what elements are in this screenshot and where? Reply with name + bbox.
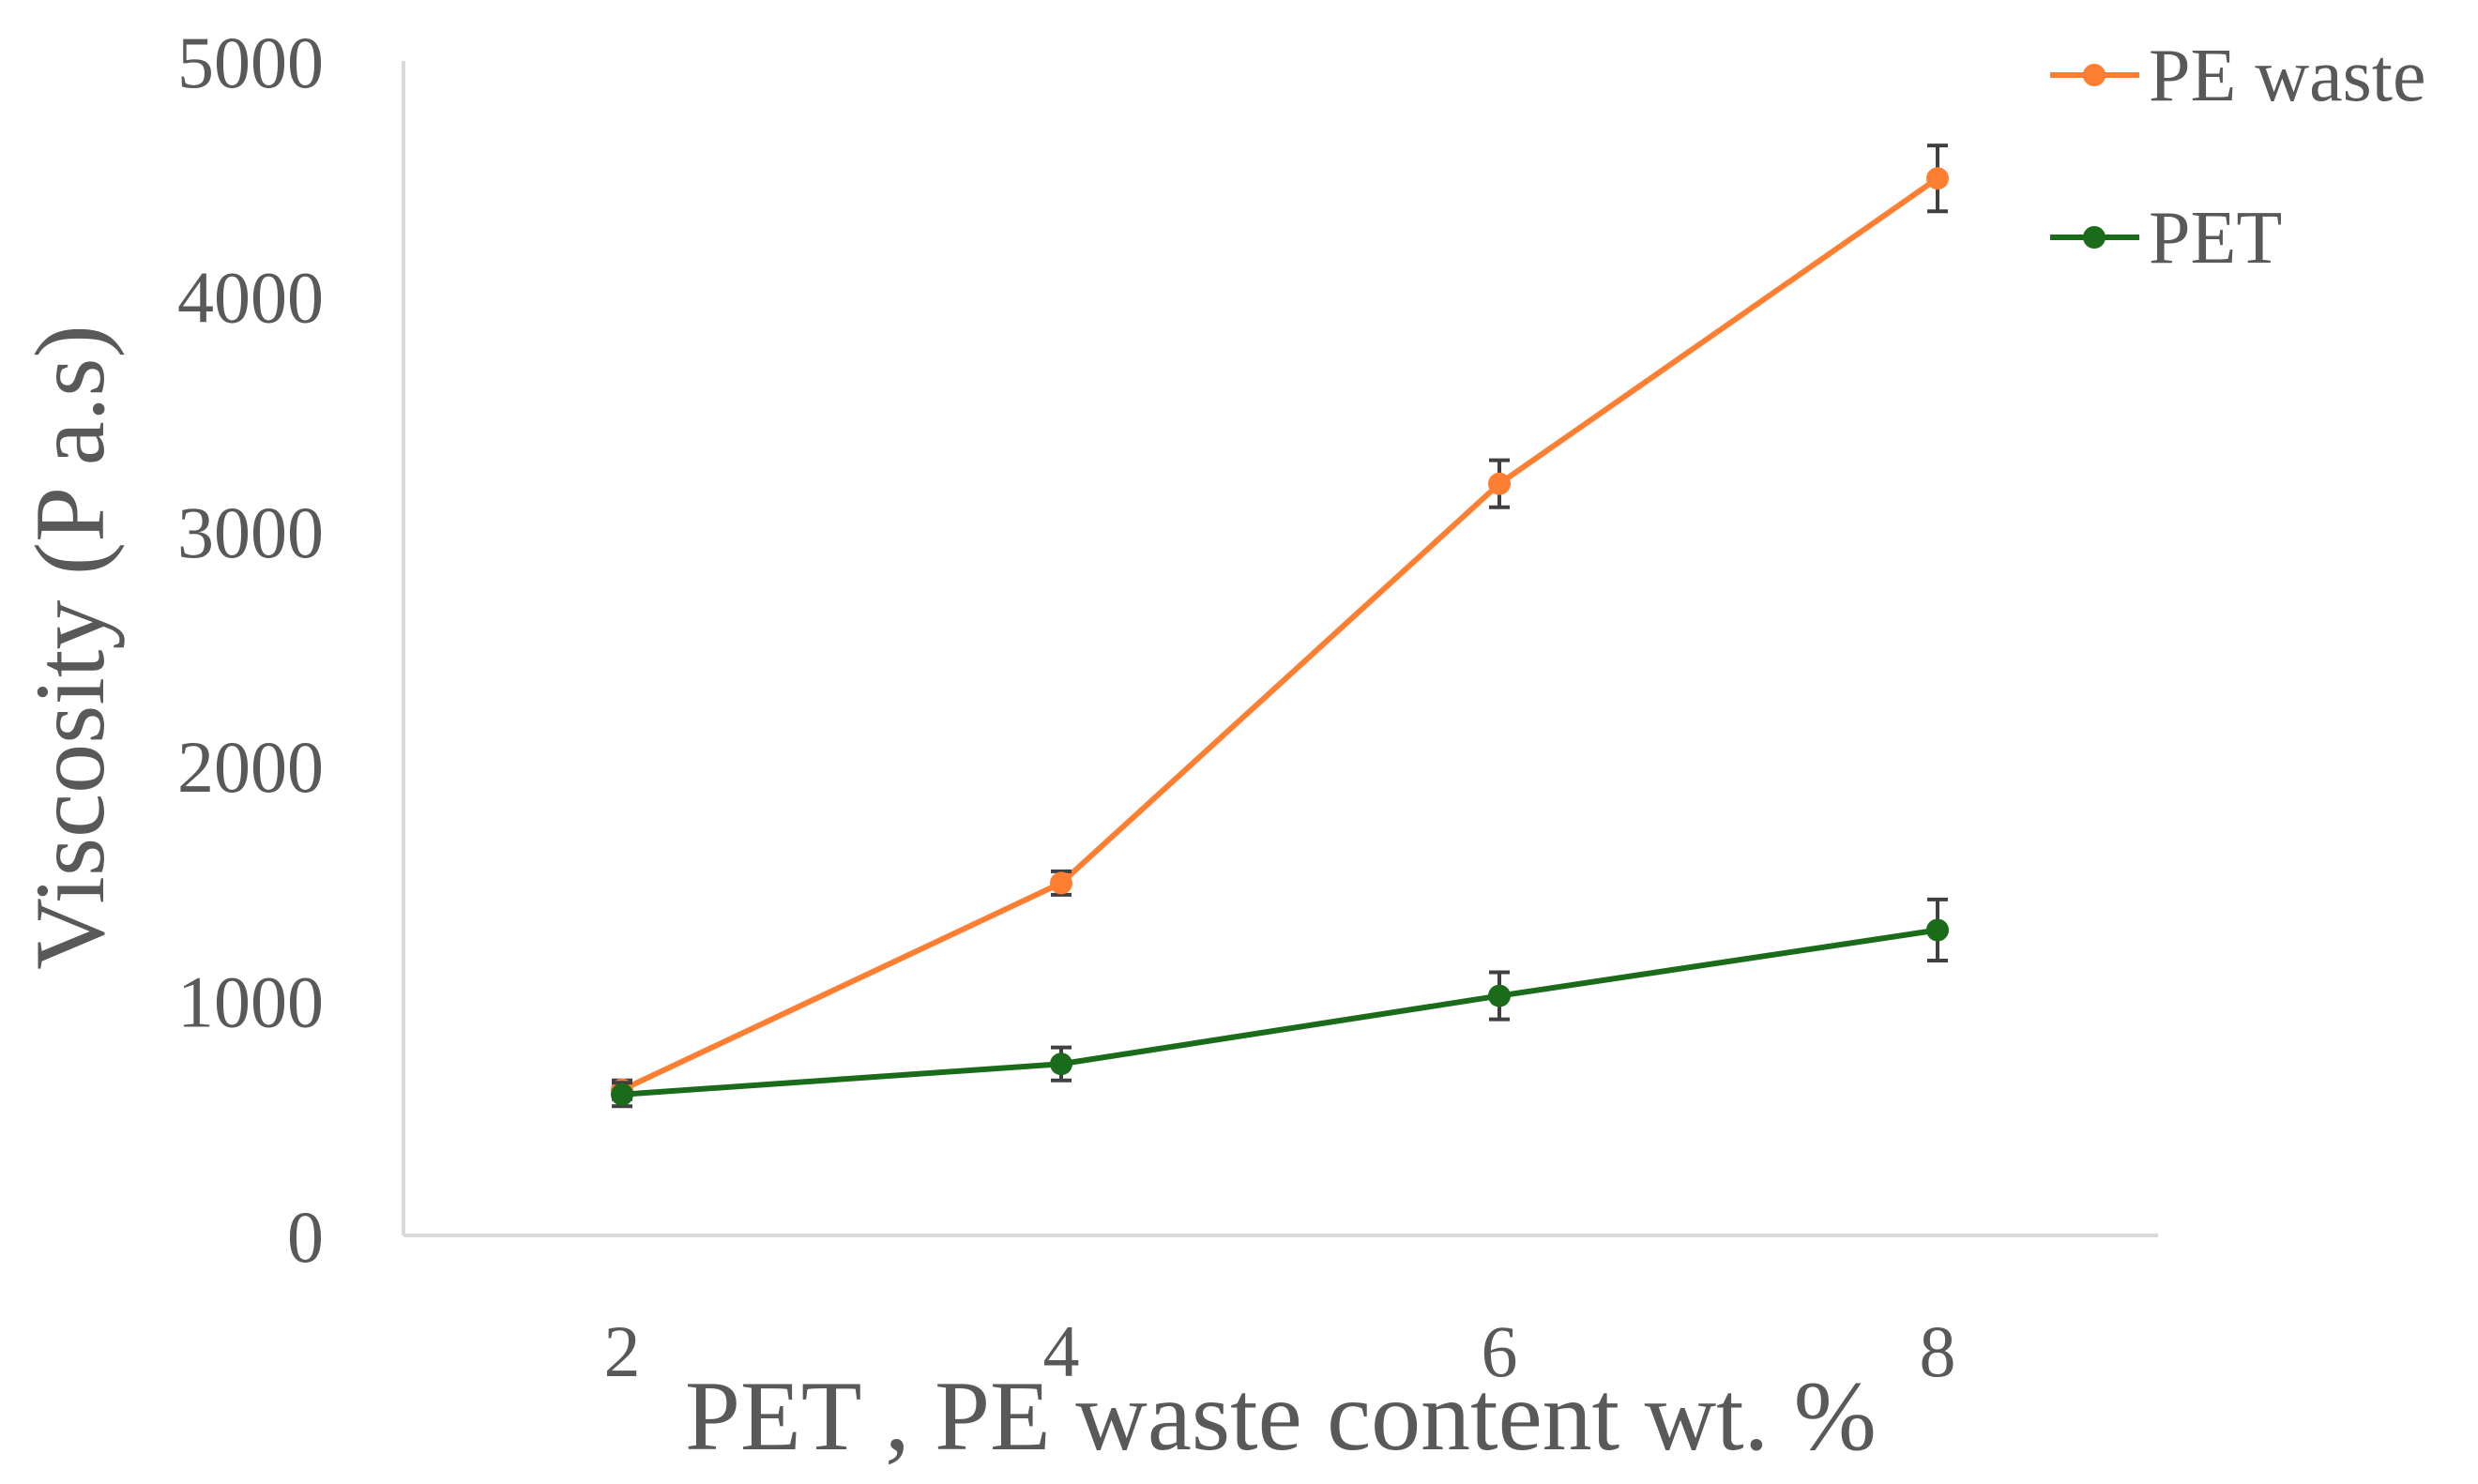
y-tick-label: 5000 <box>177 22 324 103</box>
y-tick-label: 1000 <box>177 962 324 1043</box>
x-axis-title: PET , PE waste content wt. % <box>685 1361 1877 1471</box>
x-tick-label: 6 <box>1482 1310 1518 1392</box>
x-tick-label: 2 <box>604 1310 641 1392</box>
series-line <box>621 927 1938 1098</box>
x-tick-label: 4 <box>1043 1310 1080 1392</box>
series-pet <box>611 897 1949 1109</box>
series-line <box>620 175 1939 1093</box>
y-tick-labels: 0 1000 2000 3000 4000 5000 <box>177 22 324 1278</box>
x-tick-labels: 2 4 6 8 <box>604 1310 1956 1392</box>
legend-label: PE waste <box>2149 35 2426 117</box>
y-tick-label: 4000 <box>177 256 324 338</box>
legend-swatch-marker <box>2083 64 2106 86</box>
legend: PE waste PET <box>2050 35 2426 280</box>
legend-label: PET <box>2149 197 2282 280</box>
x-tick-label: 8 <box>1920 1310 1956 1392</box>
data-point <box>1926 167 1949 190</box>
data-point <box>1050 1052 1072 1076</box>
y-tick-label: 3000 <box>177 492 324 573</box>
y-tick-label: 2000 <box>177 726 324 808</box>
legend-swatch-marker <box>2083 226 2106 249</box>
data-point <box>1926 918 1949 942</box>
y-axis-title: Viscosity (P a.s) <box>15 325 125 970</box>
series-layer <box>611 144 1949 1109</box>
legend-item: PET <box>2050 197 2282 280</box>
y-tick-label: 0 <box>287 1196 324 1278</box>
data-point <box>1488 984 1511 1007</box>
axes <box>402 61 2158 1237</box>
data-point <box>611 1083 633 1106</box>
data-point <box>1050 871 1072 895</box>
legend-item: PE waste <box>2050 35 2426 117</box>
data-point <box>1488 472 1511 495</box>
